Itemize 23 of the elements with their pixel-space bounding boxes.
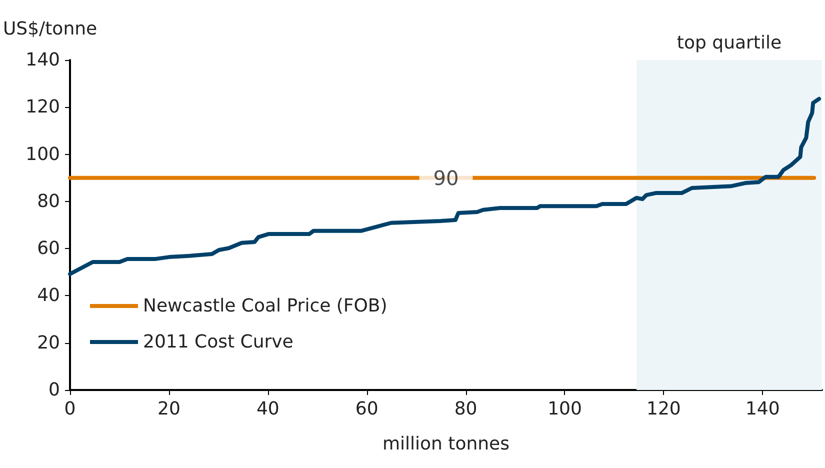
x-tick-label: 80	[454, 398, 478, 420]
x-tick-label: 0	[64, 398, 76, 420]
legend-label: 2011 Cost Curve	[143, 332, 294, 352]
x-tick-label: 120	[646, 398, 681, 420]
x-tick-label: 60	[355, 398, 378, 420]
y-tick-label: 0	[48, 380, 60, 400]
y-tick-label: 140	[26, 50, 60, 70]
x-tick-label: 20	[157, 398, 180, 420]
legend-label: Newcastle Coal Price (FOB)	[143, 296, 388, 316]
y-tick-label: 60	[37, 238, 60, 260]
y-tick-label: 20	[37, 332, 60, 354]
y-tick-label: 100	[26, 144, 60, 165]
x-tick-label: 140	[745, 398, 780, 420]
x-axis-title: million tonnes	[382, 434, 510, 454]
annotation: 90	[433, 166, 459, 190]
x-tick-label: 100	[548, 398, 582, 420]
y-tick-label: 40	[37, 285, 60, 306]
y-axis-title: US$/tonne	[3, 18, 98, 40]
line-series	[68, 96, 822, 276]
x-tick-label: 40	[256, 398, 280, 420]
y-tick-label: 80	[37, 190, 60, 212]
y-tick-label: 120	[26, 96, 60, 118]
band-label: top quartile	[676, 32, 782, 54]
